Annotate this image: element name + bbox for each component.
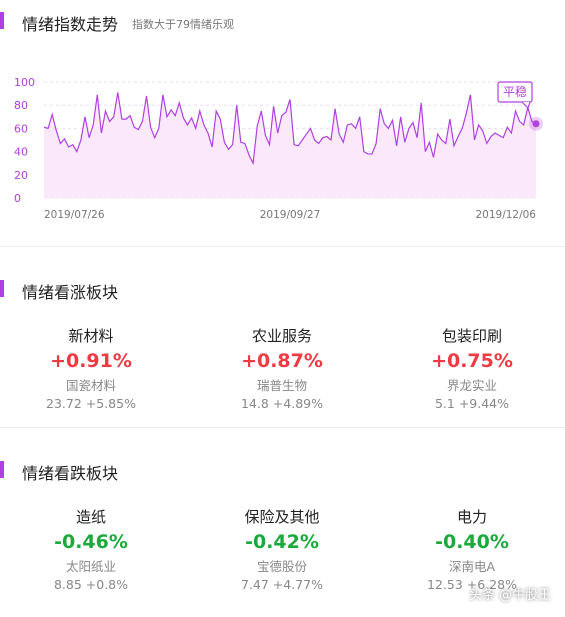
sector-name: 新材料 bbox=[68, 327, 114, 345]
divider bbox=[0, 427, 565, 428]
leading-stock: 宝德股份 bbox=[256, 559, 307, 574]
rise-title: 情绪看涨板块 bbox=[22, 283, 119, 302]
x-tick-label: 2019/12/06 bbox=[475, 209, 536, 221]
leading-stock: 深南电A bbox=[448, 559, 496, 574]
y-tick-label: 100 bbox=[14, 76, 35, 89]
sector-change: -0.46% bbox=[54, 531, 128, 553]
sector-change: +0.91% bbox=[50, 350, 132, 372]
leading-stock: 太阳纸业 bbox=[65, 559, 116, 574]
sector-change: -0.42% bbox=[245, 531, 319, 553]
last-point bbox=[532, 120, 540, 128]
sentiment-chart: 100 80 60 40 20 0 平稳 2019/07/26 2019/09/27 2019/1… bbox=[0, 70, 565, 230]
stock-price-change: 8.85 +0.8% bbox=[53, 577, 129, 592]
status-tag-pointer bbox=[521, 101, 531, 110]
x-tick-label: 2019/09/27 bbox=[260, 209, 321, 221]
x-tick-label: 2019/07/26 bbox=[44, 209, 105, 221]
sector-name: 包装印刷 bbox=[441, 327, 502, 345]
accent-bar bbox=[0, 280, 4, 297]
rise-card[interactable]: 农业服务 +0.87% 瑞普生物 14.8 +4.89% bbox=[197, 325, 367, 411]
sector-name: 造纸 bbox=[75, 508, 106, 526]
sector-name: 电力 bbox=[456, 508, 487, 526]
rise-card[interactable]: 包装印刷 +0.75% 界龙实业 5.1 +9.44% bbox=[387, 325, 557, 411]
sector-name: 保险及其他 bbox=[244, 508, 320, 526]
series-line bbox=[43, 92, 537, 166]
stock-price-change: 14.8 +4.89% bbox=[241, 396, 323, 411]
sector-name: 农业服务 bbox=[251, 327, 312, 345]
y-tick-label: 80 bbox=[14, 99, 28, 112]
trend-subtitle: 指数大于79情绪乐观 bbox=[132, 18, 234, 31]
leading-stock: 瑞普生物 bbox=[256, 378, 307, 393]
stock-price-change: 7.47 +4.77% bbox=[241, 577, 323, 592]
accent-bar bbox=[0, 12, 4, 29]
fall-title: 情绪看跌板块 bbox=[22, 464, 119, 483]
fall-card[interactable]: 造纸 -0.46% 太阳纸业 8.85 +0.8% bbox=[6, 506, 176, 592]
watermark: 头条 @牛股王 bbox=[468, 588, 551, 603]
y-tick-label: 60 bbox=[14, 122, 28, 135]
fall-card[interactable]: 电力 -0.40% 深南电A 12.53 +6.28% bbox=[387, 506, 557, 592]
sector-change: -0.40% bbox=[435, 531, 509, 553]
y-tick-label: 20 bbox=[14, 169, 28, 182]
y-tick-label: 40 bbox=[14, 146, 28, 159]
fall-card[interactable]: 保险及其他 -0.42% 宝德股份 7.47 +4.77% bbox=[197, 506, 367, 592]
status-tag-box bbox=[497, 81, 533, 103]
accent-bar bbox=[0, 461, 4, 478]
y-tick-label: 0 bbox=[14, 192, 21, 205]
divider bbox=[0, 246, 565, 247]
trend-title: 情绪指数走势 bbox=[22, 15, 119, 34]
area-fill bbox=[44, 92, 536, 198]
sector-change: +0.87% bbox=[241, 350, 323, 372]
leading-stock: 国瓷材料 bbox=[65, 378, 116, 393]
stock-price-change: 23.72 +5.85% bbox=[46, 396, 136, 411]
stock-price-change: 5.1 +9.44% bbox=[434, 396, 510, 411]
rise-card[interactable]: 新材料 +0.91% 国瓷材料 23.72 +5.85% bbox=[6, 325, 176, 411]
sector-change: +0.75% bbox=[431, 350, 513, 372]
leading-stock: 界龙实业 bbox=[446, 378, 497, 393]
sentiment-chart-svg: 100 80 60 40 20 0 平稳 2019/07/26 2019/09/27 2019/1… bbox=[14, 76, 543, 221]
stock-price-change: 12.53 +6.28% bbox=[427, 577, 517, 592]
status-tag: 平稳 bbox=[503, 84, 527, 99]
